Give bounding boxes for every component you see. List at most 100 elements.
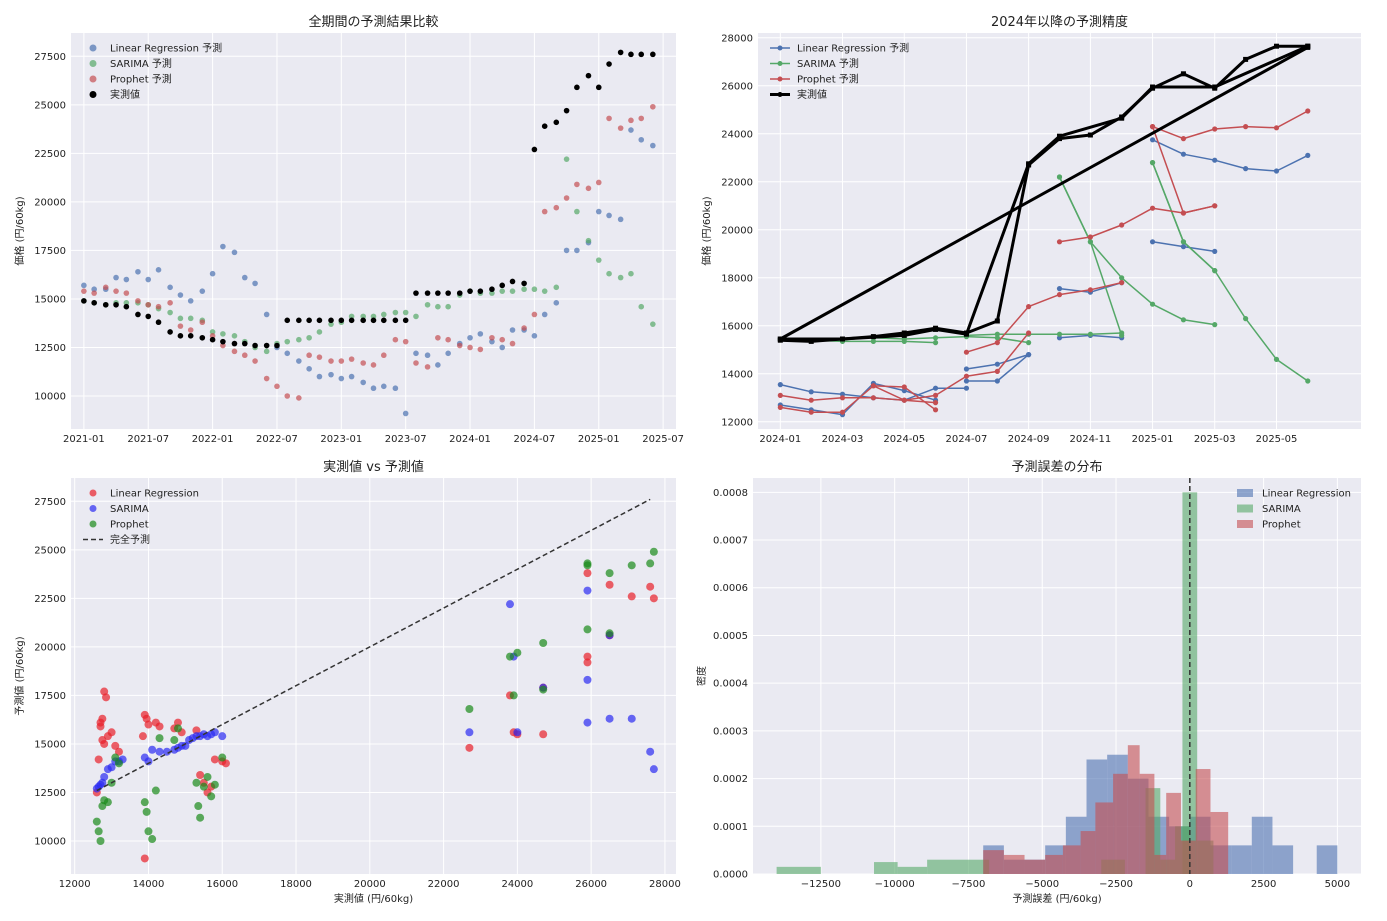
- data-point: [1119, 280, 1125, 286]
- data-point: [994, 361, 1000, 367]
- data-point: [541, 123, 548, 129]
- chart-title: 全期間の予測結果比較: [308, 14, 438, 30]
- series-line: [1152, 110, 1309, 140]
- data-point: [994, 331, 1000, 337]
- data-point: [328, 317, 334, 324]
- data-point: [316, 317, 323, 324]
- data-point: [392, 317, 399, 324]
- data-point: [306, 352, 312, 359]
- histogram-bar: [776, 866, 821, 874]
- data-point: [107, 763, 116, 772]
- histogram-bar: [983, 850, 1004, 874]
- data-point: [1212, 268, 1218, 274]
- data-point: [435, 334, 441, 341]
- data-point: [187, 327, 194, 333]
- data-point: [100, 772, 109, 781]
- legend-marker: [89, 60, 97, 67]
- data-point: [553, 204, 560, 211]
- data-point: [123, 276, 130, 283]
- data-point: [167, 329, 173, 335]
- data-point: [192, 726, 201, 735]
- legend-label: Prophet 予測: [797, 73, 859, 86]
- histogram-bar: [1024, 859, 1046, 874]
- histogram-bar: [1139, 773, 1155, 874]
- data-point: [96, 718, 105, 727]
- legend-label: SARIMA: [1262, 504, 1301, 515]
- y-tick-label: 15000: [34, 739, 66, 750]
- data-point: [1180, 317, 1187, 323]
- data-point: [1180, 210, 1187, 216]
- plot-background: [71, 478, 676, 874]
- plot-area: [81, 49, 656, 417]
- x-tick-label: −12500: [801, 879, 841, 890]
- data-point: [148, 835, 157, 844]
- data-point: [145, 313, 152, 320]
- data-point: [839, 409, 846, 415]
- data-point: [348, 317, 355, 324]
- data-point: [541, 288, 548, 294]
- data-point: [113, 301, 119, 308]
- data-point: [646, 582, 655, 591]
- data-point: [994, 340, 1000, 346]
- data-point: [1149, 239, 1156, 245]
- data-point: [1273, 356, 1280, 362]
- data-point: [81, 298, 87, 304]
- data-point: [392, 385, 399, 392]
- data-point: [649, 547, 658, 556]
- series-line: [1058, 176, 1215, 326]
- legend-label: Prophet: [1262, 520, 1301, 531]
- histogram-bar: [897, 866, 928, 874]
- data-point: [808, 409, 814, 415]
- histogram-bar: [927, 859, 990, 874]
- data-point: [135, 268, 141, 275]
- data-point: [338, 375, 345, 382]
- data-point: [148, 745, 157, 754]
- data-point: [296, 317, 302, 324]
- data-point: [1119, 222, 1125, 228]
- series-line: [1152, 139, 1309, 172]
- y-tick-label: 15000: [34, 294, 66, 305]
- data-point: [203, 772, 212, 781]
- data-point: [839, 391, 846, 397]
- data-point: [456, 342, 463, 349]
- data-point: [328, 371, 334, 378]
- data-point: [142, 807, 151, 816]
- data-point: [445, 336, 451, 343]
- data-point: [605, 629, 614, 638]
- data-point: [1149, 124, 1156, 130]
- data-point: [306, 366, 312, 372]
- data-point: [595, 84, 602, 91]
- data-point: [499, 282, 506, 289]
- data-point: [284, 393, 291, 399]
- x-tick-label: 26000: [575, 879, 607, 890]
- data-point: [563, 156, 570, 162]
- y-tick-label: 0.0005: [713, 631, 748, 642]
- data-point: [963, 331, 969, 337]
- data-point: [638, 136, 645, 143]
- x-tick-label: 2500: [1251, 879, 1276, 890]
- data-point: [606, 270, 612, 277]
- histogram-bar: [1154, 854, 1167, 874]
- data-point: [231, 340, 238, 347]
- data-point: [231, 249, 238, 256]
- legend-marker: [89, 489, 97, 497]
- data-point: [167, 300, 173, 306]
- data-point: [595, 179, 602, 186]
- legend-label: Linear Regression 予測: [110, 42, 222, 55]
- data-point: [1243, 56, 1249, 62]
- data-point: [627, 714, 636, 723]
- data-point: [145, 301, 152, 308]
- data-point: [241, 340, 248, 347]
- data-point: [963, 385, 970, 391]
- data-point: [456, 290, 463, 296]
- legend: Linear Regression SARIMA Prophet 完全予測: [83, 489, 199, 546]
- data-point: [113, 274, 119, 281]
- data-point: [187, 298, 194, 304]
- data-point: [1056, 286, 1063, 292]
- data-point: [252, 342, 258, 349]
- legend-label: Linear Regression: [1262, 489, 1351, 500]
- data-point: [521, 280, 527, 287]
- data-point: [1305, 44, 1311, 50]
- data-point: [505, 600, 514, 609]
- data-point: [1149, 137, 1156, 143]
